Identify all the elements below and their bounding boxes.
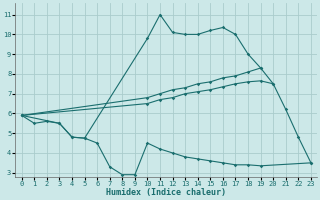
X-axis label: Humidex (Indice chaleur): Humidex (Indice chaleur)	[106, 188, 226, 197]
